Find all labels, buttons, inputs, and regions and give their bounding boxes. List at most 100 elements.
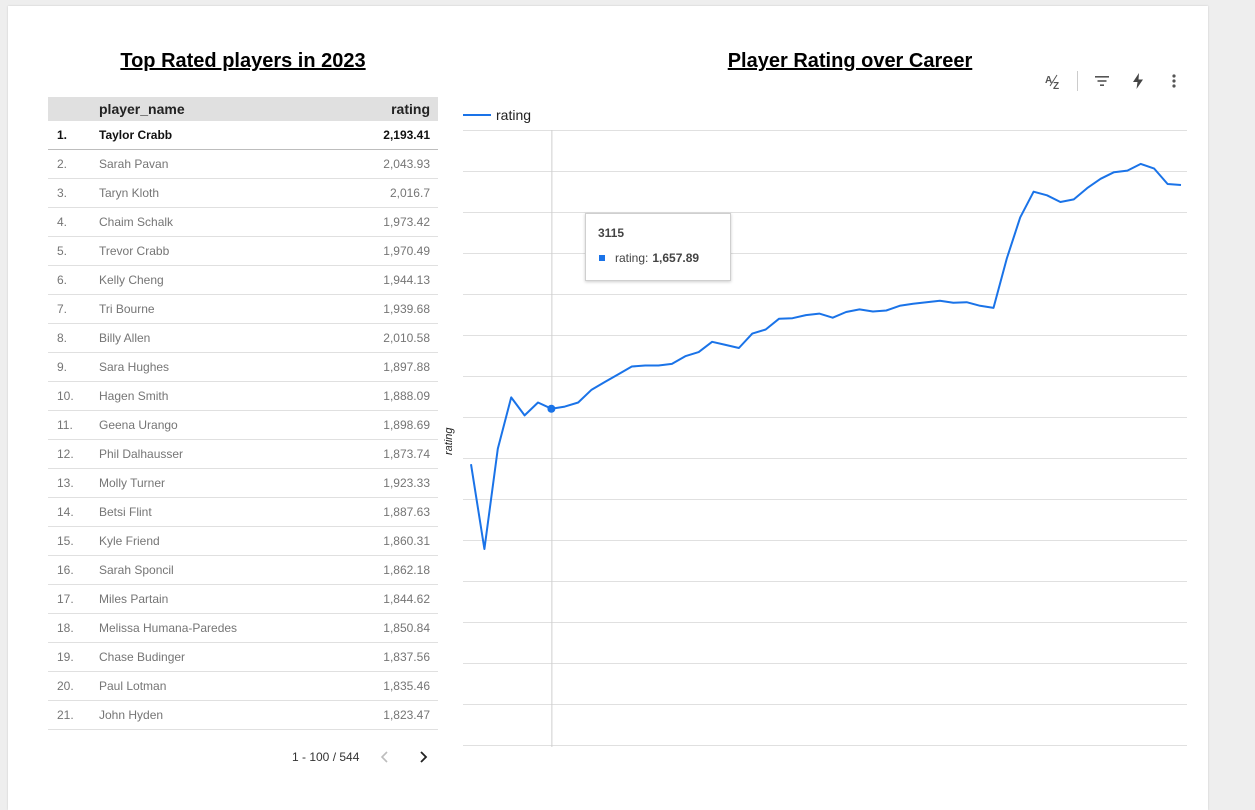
row-rating: 1,835.46 — [383, 679, 430, 693]
legend-label: rating — [496, 107, 532, 123]
table-row[interactable]: 13. Molly Turner 1,923.33 — [48, 469, 438, 498]
chevron-right-icon — [420, 751, 428, 763]
row-index: 12. — [57, 447, 74, 461]
row-rating: 1,939.68 — [383, 302, 430, 316]
row-player-name: Sarah Pavan — [99, 157, 169, 171]
table-row[interactable]: 10. Hagen Smith 1,888.09 — [48, 382, 438, 411]
row-player-name: Geena Urango — [99, 418, 178, 432]
pagination: 1 - 100 / 544 — [292, 745, 435, 769]
tooltip-title: 3115 — [598, 226, 625, 240]
table-row[interactable]: 15. Kyle Friend 1,860.31 — [48, 527, 438, 556]
table-row[interactable]: 11. Geena Urango 1,898.69 — [48, 411, 438, 440]
row-player-name: Kyle Friend — [99, 534, 160, 548]
row-player-name: Paul Lotman — [99, 679, 167, 693]
row-rating: 2,193.41 — [383, 128, 430, 142]
header-player-name[interactable]: player_name — [99, 101, 185, 117]
table-row[interactable]: 18. Melissa Humana-Paredes 1,850.84 — [48, 614, 438, 643]
row-player-name: Sara Hughes — [99, 360, 170, 374]
lightning-icon — [1133, 73, 1143, 89]
row-player-name: Betsi Flint — [99, 505, 152, 519]
tooltip-series: rating: — [615, 251, 649, 265]
more-options-button[interactable] — [1161, 68, 1187, 94]
filter-icon — [1095, 76, 1109, 86]
row-player-name: Chase Budinger — [99, 650, 186, 664]
table-row[interactable]: 1. Taylor Crabb 2,193.41 — [48, 121, 438, 150]
row-index: 21. — [57, 708, 74, 722]
table-row[interactable]: 21. John Hyden 1,823.47 — [48, 701, 438, 730]
row-index: 5. — [57, 244, 68, 258]
svg-text:A: A — [1045, 75, 1052, 86]
row-rating: 1,944.13 — [383, 273, 430, 287]
row-rating: 1,887.63 — [383, 505, 430, 519]
chevron-left-icon — [381, 751, 388, 763]
sort-button[interactable]: A Z — [1040, 68, 1066, 94]
header-rating[interactable]: rating — [391, 101, 430, 117]
table-row[interactable]: 16. Sarah Sponcil 1,862.18 — [48, 556, 438, 585]
pagination-label: 1 - 100 / 544 — [292, 750, 360, 764]
table-row[interactable]: 20. Paul Lotman 1,835.46 — [48, 672, 438, 701]
row-index: 7. — [57, 302, 68, 316]
row-rating: 1,844.62 — [383, 592, 430, 606]
row-index: 6. — [57, 273, 68, 287]
row-rating: 2,043.93 — [383, 157, 430, 171]
row-player-name: Phil Dalhausser — [99, 447, 184, 461]
prev-page-button[interactable] — [373, 745, 397, 769]
hover-point[interactable] — [547, 404, 556, 413]
table-row[interactable]: 19. Chase Budinger 1,837.56 — [48, 643, 438, 672]
legend-swatch — [463, 114, 491, 116]
table-header: player_name rating — [48, 97, 438, 121]
row-player-name: Sarah Sponcil — [99, 563, 174, 577]
row-index: 8. — [57, 331, 68, 345]
row-index: 18. — [57, 621, 74, 635]
series-line-rating[interactable] — [470, 162, 1182, 550]
row-rating: 2,010.58 — [383, 331, 430, 345]
table-row[interactable]: 7. Tri Bourne 1,939.68 — [48, 295, 438, 324]
table-row[interactable]: 6. Kelly Cheng 1,944.13 — [48, 266, 438, 295]
sort-az-icon: A Z — [1045, 74, 1059, 90]
row-rating: 1,850.84 — [383, 621, 430, 635]
table-row[interactable]: 12. Phil Dalhausser 1,873.74 — [48, 440, 438, 469]
row-index: 2. — [57, 157, 68, 171]
row-rating: 1,873.74 — [383, 447, 430, 461]
table-body: 1. Taylor Crabb 2,193.41 2. Sarah Pavan 2,043… — [48, 121, 438, 730]
players-table: player_name rating 1. Taylor Crabb 2,193.4… — [48, 97, 438, 740]
table-row[interactable]: 4. Chaim Schalk 1,973.42 — [48, 208, 438, 237]
insights-button[interactable] — [1125, 68, 1151, 94]
row-player-name: Trevor Crabb — [99, 244, 170, 258]
row-index: 4. — [57, 215, 68, 229]
row-player-name: Miles Partain — [99, 592, 169, 606]
row-player-name: Melissa Humana-Paredes — [99, 621, 238, 635]
table-row[interactable]: 14. Betsi Flint 1,887.63 — [48, 498, 438, 527]
row-index: 16. — [57, 563, 74, 577]
chart-legend[interactable]: rating — [463, 107, 531, 123]
row-player-name: Molly Turner — [99, 476, 166, 490]
table-row[interactable]: 17. Miles Partain 1,844.62 — [48, 585, 438, 614]
row-rating: 1,823.47 — [383, 708, 430, 722]
filter-button[interactable] — [1089, 68, 1115, 94]
table-row[interactable]: 9. Sara Hughes 1,897.88 — [48, 353, 438, 382]
row-index: 1. — [57, 128, 68, 142]
table-row[interactable]: 2. Sarah Pavan 2,043.93 — [48, 150, 438, 179]
report-page — [8, 6, 1208, 810]
row-index: 17. — [57, 592, 74, 606]
row-rating: 1,837.56 — [383, 650, 430, 664]
row-player-name: Taryn Kloth — [99, 186, 160, 200]
row-rating: 2,016.7 — [389, 186, 430, 200]
row-rating: 1,970.49 — [383, 244, 430, 258]
tooltip-value: 1,657.89 — [652, 251, 700, 265]
row-rating: 1,860.31 — [383, 534, 430, 548]
table-row[interactable]: 5. Trevor Crabb 1,970.49 — [48, 237, 438, 266]
y-axis-label: rating — [443, 427, 455, 455]
tooltip-row: rating: 1,657.89 — [598, 251, 718, 265]
row-rating: 1,898.69 — [383, 418, 430, 432]
row-player-name: Chaim Schalk — [99, 215, 174, 229]
row-index: 9. — [57, 360, 68, 374]
table-row[interactable]: 8. Billy Allen 2,010.58 — [48, 324, 438, 353]
row-rating: 1,888.09 — [383, 389, 430, 403]
row-index: 13. — [57, 476, 74, 490]
line-chart[interactable] — [463, 130, 1188, 747]
chart-title: Player Rating over Career — [727, 50, 973, 72]
table-row[interactable]: 3. Taryn Kloth 2,016.7 — [48, 179, 438, 208]
next-page-button[interactable] — [411, 745, 435, 769]
chart-toolbar: A Z — [1035, 68, 1192, 94]
